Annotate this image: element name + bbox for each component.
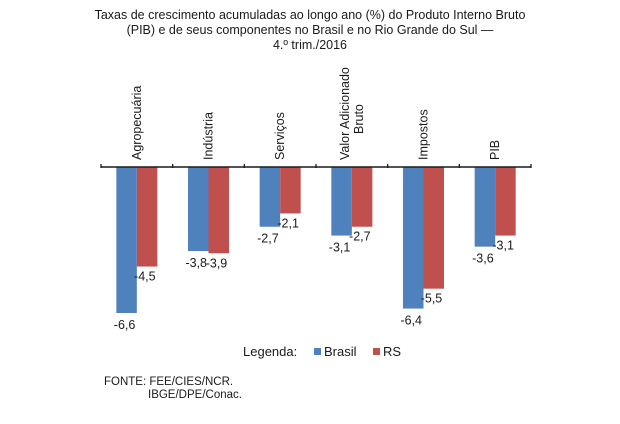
data-label: -4,5	[134, 270, 156, 284]
bar-rs	[351, 167, 373, 227]
bar-rs	[280, 167, 301, 214]
data-label: -3,1	[329, 241, 351, 255]
title-line: (PIB) e de seus componentes no Brasil e …	[126, 23, 494, 37]
legend-item-brasil: Brasil	[314, 344, 357, 359]
category-label: Serviços	[273, 112, 287, 160]
legend-title: Legenda:	[243, 344, 298, 359]
bar-brasil	[259, 167, 281, 227]
source-note: FONTE: FEE/CIES/NCR. IBGE/DPE/Conac.	[104, 376, 242, 402]
data-label: -2,7	[257, 232, 279, 246]
source-line: IBGE/DPE/Conac.	[148, 389, 242, 401]
bar-brasil	[403, 167, 424, 309]
category-label: Impostos	[417, 109, 431, 160]
category-label: Indústria	[202, 112, 216, 160]
data-label: -3,9	[206, 256, 228, 270]
bar-rs	[495, 167, 516, 236]
category-label: PIB	[488, 140, 502, 160]
category-label: Bruto	[352, 104, 366, 134]
data-label: -3,8	[185, 256, 207, 270]
category-label: Valor Adicionado	[338, 67, 352, 160]
legend-item-rs: RS	[373, 344, 401, 359]
legend-swatch-rs	[373, 348, 380, 355]
bar-brasil	[331, 167, 352, 236]
data-label: -6,6	[114, 318, 136, 332]
data-label: -6,4	[400, 314, 422, 328]
legend-swatch-brasil	[314, 348, 321, 355]
bar-brasil	[474, 167, 496, 247]
title-line: Taxas de crescimento acumuladas ao longo…	[94, 8, 526, 22]
data-label: -3,1	[492, 239, 514, 253]
title-line: 4.º trim./2016	[272, 38, 348, 52]
bar-rs	[208, 167, 229, 254]
bar-brasil	[116, 167, 137, 313]
bar-rs	[423, 167, 444, 289]
category-label: Agropecuária	[130, 86, 144, 160]
legend-label-brasil: Brasil	[324, 344, 357, 359]
chart-title: Taxas de crescimento acumuladas ao longo…	[90, 8, 530, 53]
bar-rs	[136, 167, 158, 267]
legend-label-rs: RS	[383, 344, 402, 359]
data-label: -5,5	[421, 292, 443, 306]
source-line: FONTE: FEE/CIES/NCR.	[104, 376, 234, 388]
data-label: -2,1	[277, 216, 299, 230]
bar-chart: -6,6 -4,5 Agropecuária -3,8-3,9 Indústria -2,…	[100, 67, 532, 332]
data-label: -2,7	[349, 230, 371, 244]
bar-brasil	[188, 167, 209, 252]
data-label: -3,6	[472, 252, 494, 266]
